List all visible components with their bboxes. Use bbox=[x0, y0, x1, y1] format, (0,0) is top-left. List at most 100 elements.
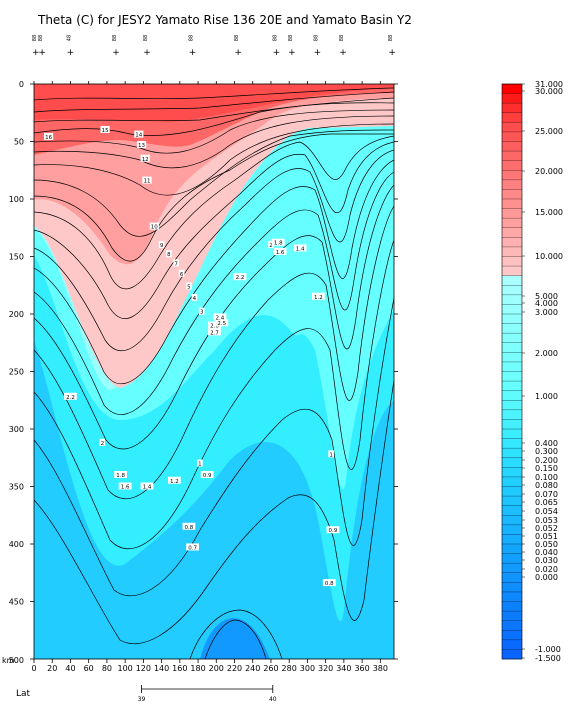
contour-label: 1.4 bbox=[296, 246, 305, 252]
colorbar-label: 3.000 bbox=[535, 308, 558, 317]
colorbar-label: 0.052 bbox=[535, 524, 558, 533]
contour-label-bg bbox=[268, 241, 274, 248]
y-tick-label: 0 bbox=[19, 80, 24, 89]
colorbar-label: 0.150 bbox=[535, 464, 558, 473]
chart-title: Theta (C) for JESY2 Yamato Rise 136 20E … bbox=[37, 13, 412, 27]
station-label: 88 bbox=[189, 35, 195, 41]
y-tick-label: 500 bbox=[9, 656, 24, 665]
station-marker: + bbox=[32, 48, 40, 58]
lat-tick-label: 40 bbox=[269, 696, 277, 703]
colorbar-label: 0.050 bbox=[535, 540, 558, 549]
colorbar-swatch bbox=[502, 342, 522, 353]
colorbar-swatch bbox=[502, 227, 522, 238]
station-marker: + bbox=[339, 48, 347, 58]
x-tick-label: 260 bbox=[263, 664, 278, 673]
colorbar-swatch bbox=[502, 323, 522, 334]
colorbar-swatch bbox=[502, 390, 522, 401]
contour-label: 16 bbox=[45, 135, 52, 141]
colorbar-swatch bbox=[502, 515, 522, 526]
colorbar-label: 25.000 bbox=[535, 127, 563, 136]
contour-label: 7 bbox=[174, 261, 178, 267]
colorbar-label: 0.020 bbox=[535, 565, 558, 574]
x-tick-label: 280 bbox=[282, 664, 297, 673]
contour-label: 1.4 bbox=[143, 485, 152, 491]
contour-line bbox=[34, 109, 394, 154]
colorbar-swatch bbox=[502, 524, 522, 535]
y-tick-label: 250 bbox=[9, 368, 24, 377]
colorbar-swatch bbox=[502, 409, 522, 420]
y-tick-label: 100 bbox=[9, 195, 24, 204]
colorbar-swatch bbox=[502, 246, 522, 257]
contour-label: 10 bbox=[151, 225, 158, 231]
station-marker: + bbox=[143, 48, 151, 58]
station-label: 88 bbox=[112, 35, 118, 41]
contour-label: 0.8 bbox=[185, 525, 194, 531]
contour-label: 9 bbox=[160, 243, 164, 249]
x-tick-label: 0 bbox=[31, 664, 36, 673]
colorbar-label: 0.400 bbox=[535, 439, 558, 448]
x-axis: 0 20 40 60 80 100 120 140 160 180 200 220 240 260 280 3… bbox=[31, 81, 388, 673]
fill-region-red-dark bbox=[34, 84, 394, 122]
station-label: 88 bbox=[38, 35, 44, 41]
contour-label-bg bbox=[293, 244, 307, 252]
colorbar-swatch bbox=[502, 563, 522, 574]
y-tick-label: 350 bbox=[9, 483, 24, 492]
station-label: 88 bbox=[234, 35, 240, 41]
contour-line bbox=[34, 129, 394, 237]
colorbar-swatch bbox=[502, 534, 522, 545]
station-label: 88 bbox=[313, 35, 319, 41]
station-marker: + bbox=[189, 48, 197, 58]
contour-line bbox=[34, 123, 394, 196]
contour-label-bg bbox=[142, 176, 152, 184]
x-tick-label: 40 bbox=[65, 664, 75, 673]
contour-label: 5 bbox=[187, 284, 191, 290]
contour-label: 2.7 bbox=[210, 330, 219, 336]
contour-label-bg bbox=[208, 328, 221, 336]
colorbar-swatch bbox=[502, 112, 522, 123]
contour-label-bg bbox=[140, 154, 150, 162]
colorbar-swatch bbox=[502, 505, 522, 516]
colorbar-label: 1.000 bbox=[535, 392, 558, 401]
contour-label-bg bbox=[167, 476, 181, 484]
contour-label: 1.8 bbox=[116, 473, 125, 479]
colorbar-swatch bbox=[502, 304, 522, 315]
colorbar-swatch bbox=[502, 381, 522, 391]
station-marker: + bbox=[314, 48, 322, 58]
contour-line bbox=[34, 115, 394, 169]
station-label: 88 bbox=[32, 35, 38, 41]
x-tick-label: 120 bbox=[136, 664, 151, 673]
colorbar-label: 0.030 bbox=[535, 556, 558, 565]
colorbar-swatch bbox=[502, 438, 522, 449]
contour-label: 2.2 bbox=[66, 395, 75, 401]
colorbar-label: 0.200 bbox=[535, 456, 558, 465]
colorbar-frame bbox=[501, 83, 523, 660]
contour-line bbox=[34, 141, 394, 319]
contour-label-bg bbox=[134, 130, 144, 138]
contour-label: 0.9 bbox=[203, 473, 212, 479]
y-tick-label: 150 bbox=[9, 253, 24, 262]
colorbar-swatch bbox=[502, 467, 522, 478]
colorbar-label: 4.000 bbox=[535, 299, 558, 308]
x-tick-label: 20 bbox=[47, 664, 57, 673]
lat-tick-label: 39 bbox=[138, 696, 146, 703]
colorbar-swatch bbox=[502, 314, 522, 324]
contour-line bbox=[34, 171, 394, 415]
contour-label-bg bbox=[273, 247, 287, 255]
colorbar-swatch bbox=[502, 237, 522, 248]
contour-label-bg bbox=[200, 471, 214, 478]
station-label: 88 bbox=[288, 35, 294, 41]
contour-label: 1.2 bbox=[170, 479, 179, 485]
y-tick-label: 450 bbox=[9, 598, 24, 607]
contour-label-bg bbox=[191, 293, 198, 301]
contour-label: 12 bbox=[142, 157, 149, 163]
contour-label: 13 bbox=[138, 143, 145, 149]
y-axis: 0 50 100 150 200 250 300 350 400 450 500 bbox=[9, 80, 398, 665]
contour-label-bg bbox=[64, 392, 77, 400]
colorbar-swatch bbox=[502, 486, 522, 497]
contour-label-bg bbox=[311, 292, 325, 300]
colorbar-swatch bbox=[502, 572, 522, 583]
contour-label-bg bbox=[182, 522, 196, 530]
colorbar-swatch bbox=[502, 582, 522, 593]
colorbar-label: 0.053 bbox=[535, 516, 558, 525]
contour-line bbox=[34, 91, 394, 113]
